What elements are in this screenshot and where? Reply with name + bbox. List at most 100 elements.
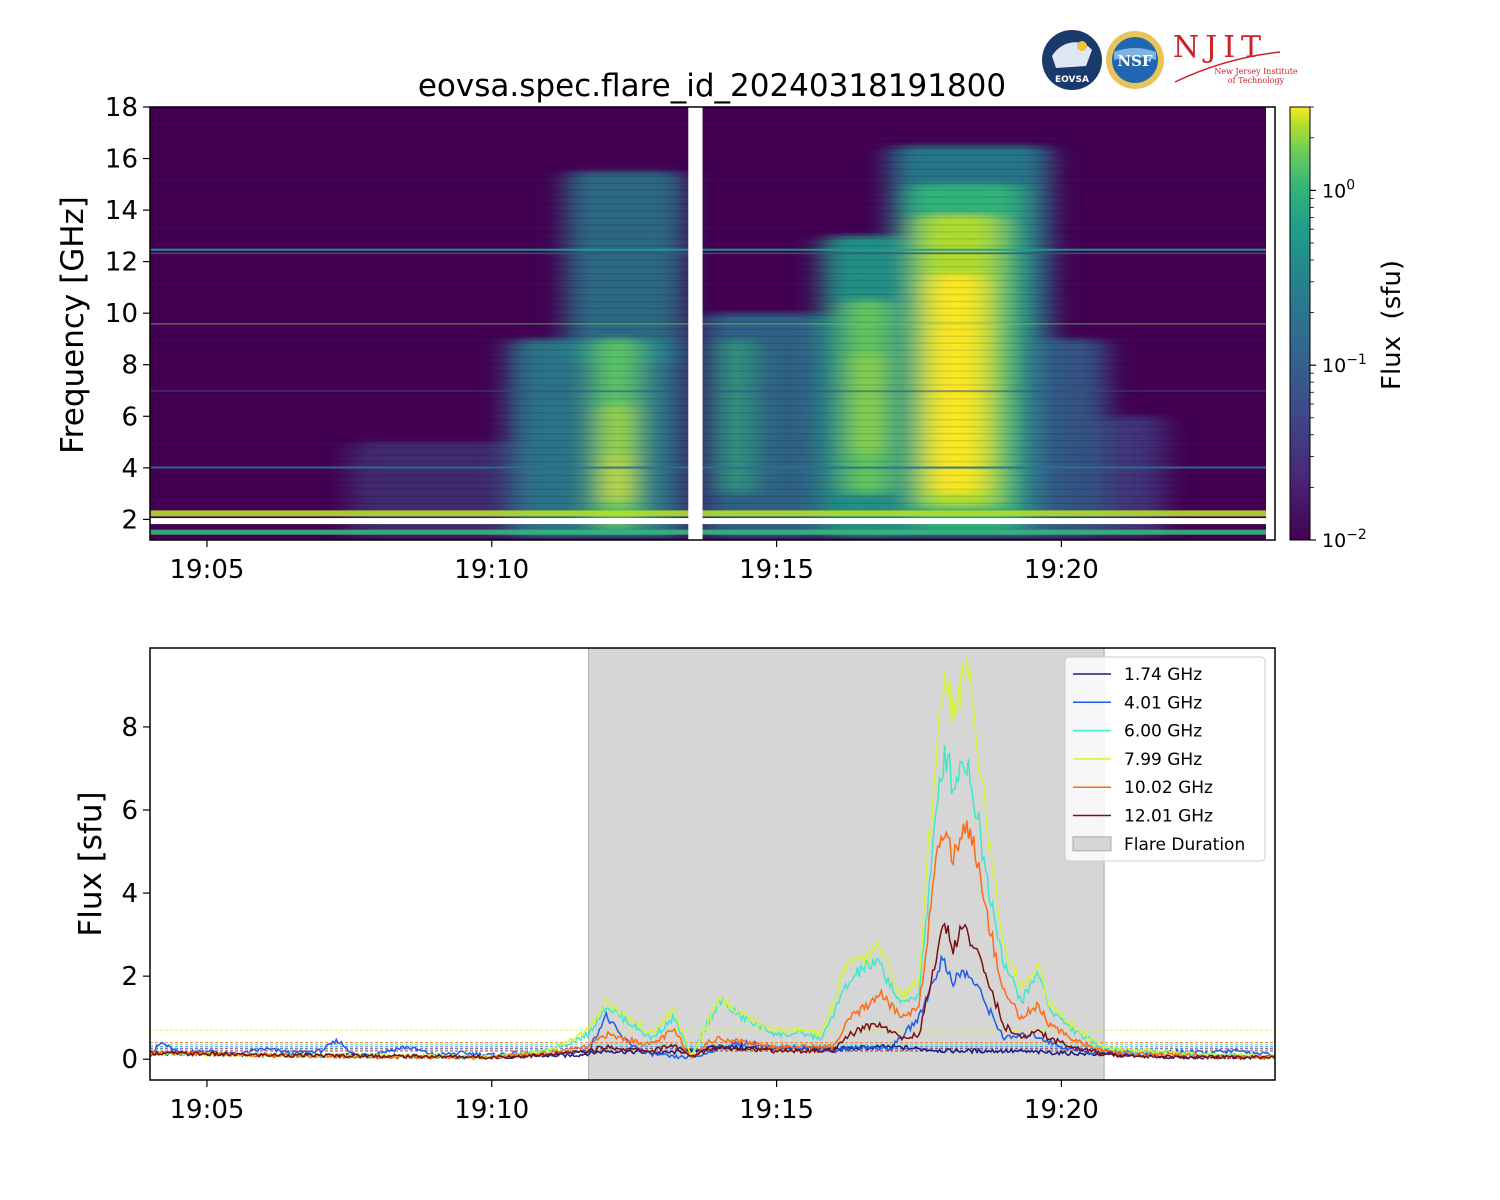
colorbar-tick-label: 100 [1322, 177, 1355, 202]
x-tick-label: 19:20 [1024, 1095, 1099, 1125]
channel-stripe [150, 112, 1275, 115]
njit-logo: NJIT New Jersey Institute of Technology [1173, 30, 1298, 85]
y-tick-label: 2 [121, 962, 138, 992]
series-line-4-01-ghz [150, 954, 1275, 1060]
channel-stripe [150, 377, 1275, 379]
legend-label: 6.00 GHz [1124, 722, 1202, 742]
nsf-logo: NSF [1106, 31, 1164, 89]
colorbar-tick-label: 10−2 [1322, 527, 1367, 552]
channel-stripe [150, 363, 1275, 365]
legend-label: Flare Duration [1124, 835, 1245, 855]
channel-stripe [150, 502, 1275, 504]
channel-stripe [150, 279, 1275, 282]
legend-label: 7.99 GHz [1124, 750, 1202, 770]
channel-stripe [150, 460, 1275, 463]
eovsa-logo: EOVSA [1042, 30, 1102, 90]
rfi-line [150, 529, 1275, 535]
emission-region [930, 274, 982, 494]
channel-stripe [150, 161, 1275, 163]
y-tick-label: 6 [121, 402, 138, 432]
channel-stripe [150, 412, 1275, 414]
lightcurve-ylabel: Flux [sfu] [73, 791, 109, 936]
channel-stripe [150, 391, 1275, 393]
spectrogram-frame [149, 106, 1276, 541]
emission-region [1106, 416, 1164, 538]
lightcurve-panel: 19:05 19:10 19:15 19:20 0 2 4 6 8 Flux [sfu] 1.7… [73, 647, 1276, 1125]
channel-stripe [150, 481, 1275, 484]
rfi-line [150, 466, 1275, 469]
channel-stripe [150, 314, 1275, 317]
flare-duration-shade [588, 648, 1105, 1080]
y-tick-label: 4 [121, 454, 138, 484]
channel-stripe [150, 509, 1275, 511]
channel-stripe [150, 370, 1275, 372]
emission-region [565, 171, 686, 365]
channel-stripe [150, 286, 1275, 289]
channel-stripe [150, 488, 1275, 491]
spectrogram-image [150, 107, 1275, 540]
legend-swatch-shade [1072, 836, 1112, 852]
njit-logo-subtext-1: New Jersey Institute [1214, 67, 1298, 76]
lightcurve-axes: 19:05 19:10 19:15 19:20 0 2 4 6 8 [121, 713, 1098, 1125]
chart-title: eovsa.spec.flare_id_20240318191800 [418, 68, 1006, 104]
legend-label: 12.01 GHz [1124, 807, 1213, 827]
lightcurve-plot-area [150, 648, 1275, 1080]
rfi-line [150, 323, 1275, 325]
y-tick-label: 0 [121, 1045, 138, 1075]
rfi-line [150, 510, 1275, 517]
x-tick-label: 19:10 [454, 555, 529, 585]
lightcurve-frame [149, 647, 1276, 1081]
channel-stripe [150, 419, 1275, 421]
channel-stripe [150, 196, 1275, 198]
colorbar-gradient [1289, 106, 1311, 541]
legend-label: 10.02 GHz [1124, 778, 1213, 798]
channel-stripe [150, 384, 1275, 386]
spectrogram-panel: 19:05 19:10 19:15 19:20 2 4 6 8 10 12 14 16 18 Frequ… [55, 93, 1276, 585]
colorbar: 10−2 10−1 100 Flux (sfu) [1289, 106, 1407, 552]
legend-label: 4.01 GHz [1124, 693, 1202, 713]
y-tick-label: 4 [121, 879, 138, 909]
channel-stripe [150, 259, 1275, 261]
y-tick-label: 10 [105, 299, 138, 329]
channel-stripe [150, 335, 1275, 337]
colorbar-tick-label: 10−1 [1322, 352, 1367, 377]
njit-logo-text: NJIT [1173, 30, 1267, 65]
channel-stripe [150, 272, 1275, 275]
x-tick-label: 19:15 [739, 555, 814, 585]
channel-stripe [150, 175, 1275, 177]
channel-stripe [150, 405, 1275, 407]
channel-stripe [150, 126, 1275, 129]
series-line-7-99-ghz [150, 656, 1275, 1060]
x-tick-label: 19:15 [739, 1095, 814, 1125]
rfi-line [150, 252, 1275, 255]
channel-stripe [150, 245, 1275, 247]
frequency-gap [150, 518, 1275, 525]
channel-stripe [150, 433, 1275, 435]
colorbar-ticks: 10−2 10−1 100 [1310, 106, 1367, 552]
y-tick-label: 18 [105, 93, 138, 123]
spectrogram-emission [349, 145, 1164, 538]
channel-stripe [150, 231, 1275, 233]
rfi-line [150, 248, 1275, 251]
channel-stripe [150, 119, 1275, 122]
channel-stripe [150, 446, 1275, 449]
channel-stripe [150, 140, 1275, 143]
x-tick-label: 19:05 [169, 555, 244, 585]
channel-stripe [150, 217, 1275, 219]
channel-stripe [150, 168, 1275, 170]
eovsa-logo-text: EOVSA [1055, 75, 1089, 85]
channel-stripe [150, 133, 1275, 136]
channel-stripe [150, 537, 1275, 539]
channel-stripe [150, 300, 1275, 303]
channel-stripe [150, 321, 1275, 323]
y-tick-label: 2 [121, 505, 138, 535]
y-tick-label: 12 [105, 248, 138, 278]
channel-stripe [150, 328, 1275, 330]
channel-stripe [150, 238, 1275, 240]
y-tick-label: 8 [121, 351, 138, 381]
x-tick-label: 19:05 [169, 1095, 244, 1125]
channel-stripe [150, 342, 1275, 344]
series-line-12-01-ghz [150, 922, 1275, 1061]
channel-stripe [150, 474, 1275, 477]
